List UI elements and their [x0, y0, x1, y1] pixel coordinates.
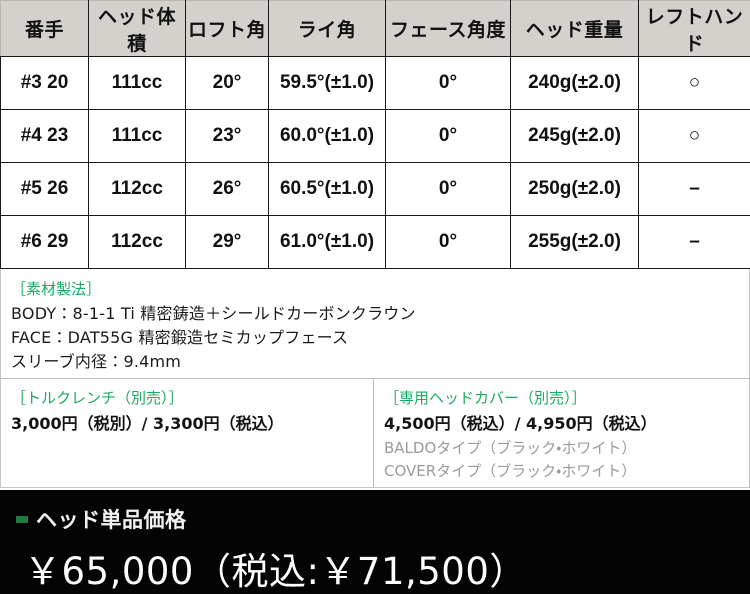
cell-left-hand: ○ — [638, 109, 750, 163]
cell-loft: 26° — [185, 162, 269, 216]
cell-number: #6 29 — [0, 215, 89, 269]
material-construction-section: ［素材製法］ BODY：8-1-1 Ti 精密鋳造＋シールドカーボンクラウン F… — [0, 269, 750, 378]
torque-wrench-heading: ［トルクレンチ（別売）］ — [11, 389, 184, 407]
cell-loft: 23° — [185, 109, 269, 163]
torque-wrench-price: 3,000円（税別）/ 3,300円（税込） — [11, 414, 284, 433]
column-header-volume: ヘッド体積 — [88, 0, 186, 57]
torque-wrench-box: ［トルクレンチ（別売）］ 3,000円（税別）/ 3,300円（税込） — [1, 379, 374, 487]
cell-lie: 59.5°(±1.0) — [268, 56, 386, 110]
column-header-left-hand: レフトハンド — [638, 0, 750, 57]
spec-table-body: #3 20 111cc 20° 59.5°(±1.0) 0° 240g(±2.0… — [0, 56, 750, 269]
column-header-face-angle: フェース角度 — [385, 0, 511, 57]
cell-lie: 60.0°(±1.0) — [268, 109, 386, 163]
head-cover-box: ［専用ヘッドカバー（別売）］ 4,500円（税込）/ 4,950円（税込） BA… — [374, 379, 749, 487]
head-cover-heading: ［専用ヘッドカバー（別売）］ — [384, 389, 587, 407]
cell-head-weight: 255g(±2.0) — [510, 215, 639, 269]
column-header-head-weight: ヘッド重量 — [510, 0, 639, 57]
banner-label-row: ヘッド単品価格 — [16, 504, 750, 534]
head-cover-type-baldo: BALDOタイプ（ブラック・ホワイト） — [384, 439, 637, 457]
head-cover-type-cover: COVERタイプ（ブラック・ホワイト） — [384, 462, 637, 480]
table-row: #6 29 112cc 29° 61.0°(±1.0) 0° 255g(±2.0… — [0, 215, 750, 269]
square-bullet-icon — [16, 515, 28, 523]
cell-face-angle: 0° — [385, 215, 511, 269]
cell-number: #4 23 — [0, 109, 89, 163]
table-row: #4 23 111cc 23° 60.0°(±1.0) 0° 245g(±2.0… — [0, 109, 750, 163]
cell-left-hand: – — [638, 215, 750, 269]
column-header-number: 番手 — [0, 0, 89, 57]
cell-volume: 111cc — [88, 109, 186, 163]
material-heading: ［素材製法］ — [11, 280, 102, 298]
table-row: #3 20 111cc 20° 59.5°(±1.0) 0° 240g(±2.0… — [0, 56, 750, 110]
banner-label: ヘッド単品価格 — [36, 508, 187, 532]
header-row: 番手 ヘッド体積 ロフト角 ライ角 フェース角度 ヘッド重量 レフトハンド — [0, 0, 750, 57]
optional-accessories-section: ［トルクレンチ（別売）］ 3,000円（税別）/ 3,300円（税込） ［専用ヘ… — [0, 378, 750, 488]
cell-head-weight: 245g(±2.0) — [510, 109, 639, 163]
banner-price: ￥65,000（税込:￥71,500） — [24, 550, 527, 593]
column-header-lie: ライ角 — [268, 0, 386, 57]
cell-number: #3 20 — [0, 56, 89, 110]
cell-left-hand: – — [638, 162, 750, 216]
cell-volume: 111cc — [88, 56, 186, 110]
cell-volume: 112cc — [88, 215, 186, 269]
material-sleeve-line: スリーブ内径：9.4mm — [11, 352, 182, 371]
material-face-line: FACE：DAT55G 精密鍛造セミカップフェース — [11, 328, 349, 347]
cell-loft: 29° — [185, 215, 269, 269]
spec-table-head: 番手 ヘッド体積 ロフト角 ライ角 フェース角度 ヘッド重量 レフトハンド — [0, 0, 750, 57]
head-cover-price: 4,500円（税込）/ 4,950円（税込） — [384, 414, 657, 433]
material-body-line: BODY：8-1-1 Ti 精密鋳造＋シールドカーボンクラウン — [11, 304, 416, 323]
cell-face-angle: 0° — [385, 162, 511, 216]
cell-number: #5 26 — [0, 162, 89, 216]
cell-face-angle: 0° — [385, 56, 511, 110]
cell-face-angle: 0° — [385, 109, 511, 163]
cell-left-hand: ○ — [638, 56, 750, 110]
head-spec-table: 番手 ヘッド体積 ロフト角 ライ角 フェース角度 ヘッド重量 レフトハンド #3… — [0, 0, 750, 269]
cell-lie: 61.0°(±1.0) — [268, 215, 386, 269]
head-price-banner: ヘッド単品価格 ￥65,000（税込:￥71,500） — [0, 490, 750, 594]
cell-loft: 20° — [185, 56, 269, 110]
table-row: #5 26 112cc 26° 60.5°(±1.0) 0° 250g(±2.0… — [0, 162, 750, 216]
cell-head-weight: 240g(±2.0) — [510, 56, 639, 110]
column-header-loft: ロフト角 — [185, 0, 269, 57]
cell-lie: 60.5°(±1.0) — [268, 162, 386, 216]
cell-volume: 112cc — [88, 162, 186, 216]
cell-head-weight: 250g(±2.0) — [510, 162, 639, 216]
